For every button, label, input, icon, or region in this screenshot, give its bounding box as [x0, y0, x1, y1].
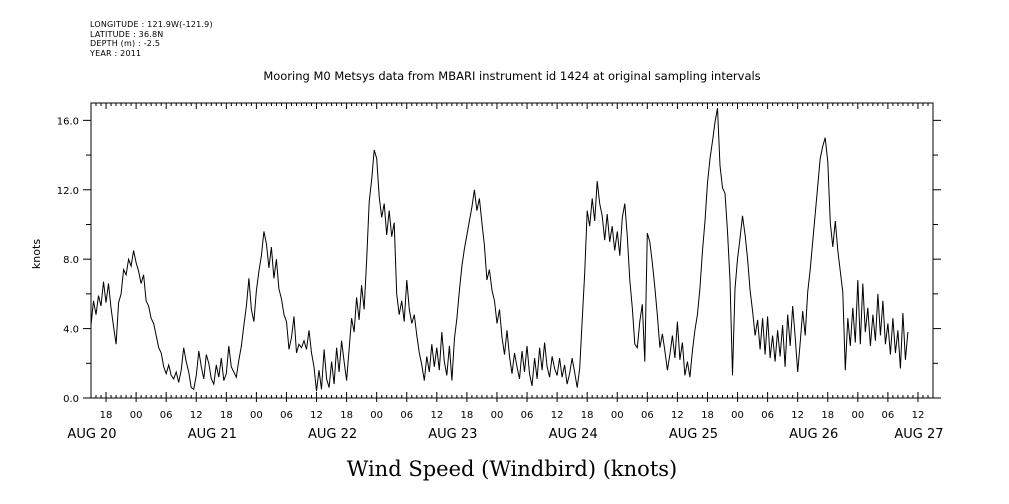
latitude-label: LATITUDE : 36.8N — [90, 29, 164, 39]
x-tick-label: 18 — [100, 410, 113, 421]
x-tick-label: 18 — [220, 410, 233, 421]
day-label: AUG 21 — [188, 427, 237, 442]
x-tick-label: 06 — [400, 410, 413, 421]
x-tick-label: 06 — [521, 410, 534, 421]
x-tick-label: 12 — [912, 410, 925, 421]
x-tick-label: 18 — [821, 410, 834, 421]
metadata-block: LONGITUDE : 121.9W(-121.9) LATITUDE : 36… — [90, 20, 213, 58]
y-axis-label: knots — [30, 239, 43, 269]
year-label: YEAR : 2011 — [90, 48, 142, 58]
x-tick-label: 18 — [701, 410, 714, 421]
y-tick-labels: 0.0 4.0 8.0 12.0 16.0 — [57, 116, 79, 405]
x-tick-label: 00 — [851, 410, 864, 421]
wind-speed-series-line — [90, 108, 909, 392]
y-tick-label: 12.0 — [57, 186, 79, 197]
x-tick-label: 00 — [250, 410, 263, 421]
day-label: AUG 20 — [67, 427, 116, 442]
y-tick-label: 8.0 — [63, 255, 79, 266]
tick-marks — [83, 103, 941, 402]
day-label: AUG 27 — [894, 427, 943, 442]
x-tick-label: 00 — [491, 410, 504, 421]
x-tick-label: 06 — [160, 410, 173, 421]
x-tick-label: 06 — [882, 410, 895, 421]
x-tick-label: 00 — [731, 410, 744, 421]
depth-label: DEPTH (m) : -2.5 — [90, 39, 161, 48]
x-tick-label: 12 — [190, 410, 203, 421]
x-tick-label: 12 — [430, 410, 443, 421]
x-tick-label: 06 — [641, 410, 654, 421]
x-tick-label: 00 — [611, 410, 624, 421]
x-axis-label: Wind Speed (Windbird) (knots) — [347, 457, 677, 481]
x-tick-label: 12 — [791, 410, 804, 421]
longitude-label: LONGITUDE : 121.9W(-121.9) — [90, 20, 213, 29]
y-tick-label: 0.0 — [63, 394, 79, 405]
plot-frame — [90, 102, 934, 399]
x-tick-label: 12 — [671, 410, 684, 421]
chart-title: Mooring M0 Metsys data from MBARI instru… — [263, 69, 760, 83]
x-tick-label: 18 — [340, 410, 353, 421]
day-label: AUG 23 — [428, 427, 477, 442]
x-tick-labels: 18 00 06 12 18 00 06 12 18 00 06 12 18 00 06 12 18 00 06 12… — [100, 410, 925, 421]
y-tick-label: 4.0 — [63, 325, 79, 336]
x-tick-label: 18 — [461, 410, 474, 421]
x-tick-label: 12 — [310, 410, 323, 421]
x-tick-label: 00 — [130, 410, 143, 421]
day-label: AUG 24 — [549, 427, 598, 442]
x-tick-label: 18 — [581, 410, 594, 421]
x-tick-label: 00 — [370, 410, 383, 421]
x-tick-label: 06 — [761, 410, 774, 421]
y-tick-label: 16.0 — [57, 116, 79, 127]
x-tick-label: 12 — [551, 410, 564, 421]
day-label: AUG 25 — [669, 427, 718, 442]
day-label: AUG 26 — [789, 427, 838, 442]
day-labels: AUG 20 AUG 21 AUG 22 AUG 23 AUG 24 AUG 25 AUG … — [67, 427, 943, 442]
x-tick-label: 06 — [280, 410, 293, 421]
day-label: AUG 22 — [308, 427, 357, 442]
